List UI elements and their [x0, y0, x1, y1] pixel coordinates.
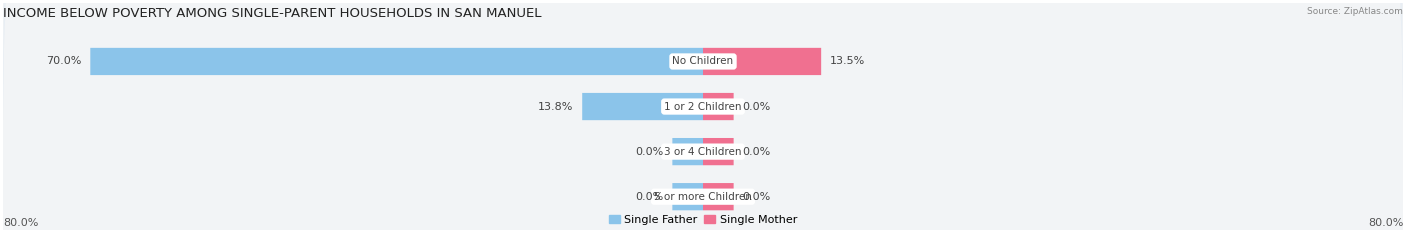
- Text: 13.8%: 13.8%: [538, 102, 574, 112]
- FancyBboxPatch shape: [3, 0, 1403, 233]
- Text: 13.5%: 13.5%: [830, 56, 865, 66]
- Text: INCOME BELOW POVERTY AMONG SINGLE-PARENT HOUSEHOLDS IN SAN MANUEL: INCOME BELOW POVERTY AMONG SINGLE-PARENT…: [3, 7, 541, 20]
- Text: 0.0%: 0.0%: [636, 192, 664, 202]
- FancyBboxPatch shape: [703, 183, 734, 210]
- FancyBboxPatch shape: [672, 138, 703, 165]
- Text: 0.0%: 0.0%: [742, 192, 770, 202]
- FancyBboxPatch shape: [672, 183, 703, 210]
- Text: 0.0%: 0.0%: [636, 147, 664, 157]
- Legend: Single Father, Single Mother: Single Father, Single Mother: [609, 215, 797, 225]
- Text: 3 or 4 Children: 3 or 4 Children: [664, 147, 742, 157]
- Text: 70.0%: 70.0%: [46, 56, 82, 66]
- Text: 80.0%: 80.0%: [3, 218, 38, 228]
- Text: 0.0%: 0.0%: [742, 102, 770, 112]
- FancyBboxPatch shape: [90, 48, 703, 75]
- FancyBboxPatch shape: [703, 48, 821, 75]
- Text: 5 or more Children: 5 or more Children: [654, 192, 752, 202]
- Text: 1 or 2 Children: 1 or 2 Children: [664, 102, 742, 112]
- FancyBboxPatch shape: [3, 0, 1403, 233]
- FancyBboxPatch shape: [3, 0, 1403, 233]
- Text: 80.0%: 80.0%: [1368, 218, 1403, 228]
- Text: No Children: No Children: [672, 56, 734, 66]
- FancyBboxPatch shape: [703, 93, 734, 120]
- FancyBboxPatch shape: [703, 138, 734, 165]
- FancyBboxPatch shape: [582, 93, 703, 120]
- FancyBboxPatch shape: [3, 0, 1403, 233]
- Text: Source: ZipAtlas.com: Source: ZipAtlas.com: [1308, 7, 1403, 16]
- Text: 0.0%: 0.0%: [742, 147, 770, 157]
